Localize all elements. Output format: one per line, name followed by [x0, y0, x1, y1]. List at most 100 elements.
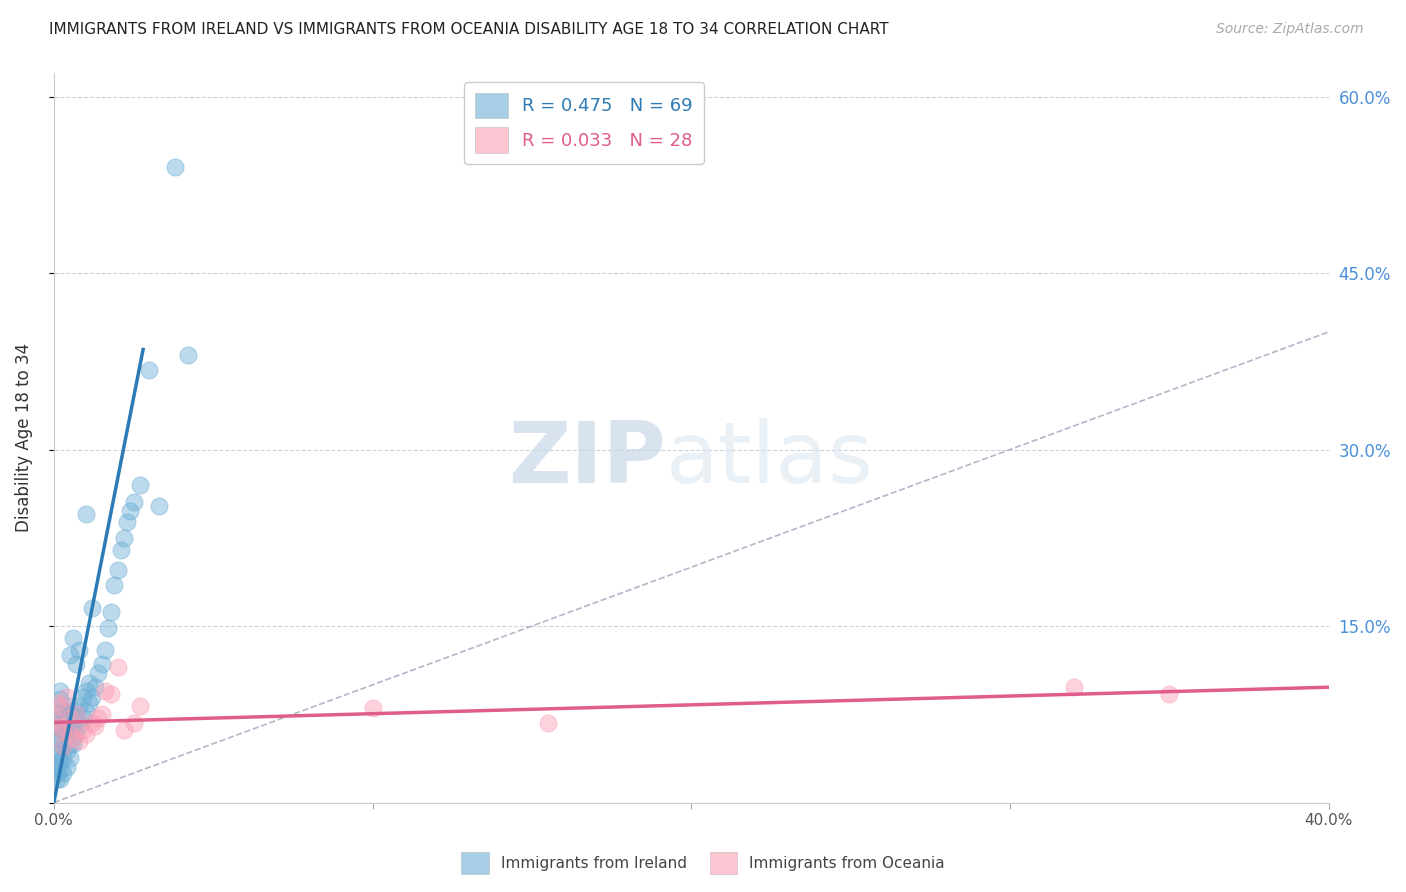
Point: [107, 562, 129, 576]
Point: [90, 657, 112, 671]
Point: [163, 160, 186, 174]
Text: IMMIGRANTS FROM IRELAND VS IMMIGRANTS FROM OCEANIA DISABILITY AGE 18 TO 34 CORRE: IMMIGRANTS FROM IRELAND VS IMMIGRANTS FR…: [49, 22, 889, 37]
Point: [62, 731, 84, 745]
Point: [100, 687, 122, 701]
Point: [49, 701, 72, 715]
Point: [46, 713, 69, 727]
Point: [49, 692, 72, 706]
Point: [128, 478, 150, 492]
Point: [148, 499, 170, 513]
Point: [67, 719, 90, 733]
Point: [46, 760, 69, 774]
Point: [62, 704, 84, 718]
Point: [59, 723, 82, 737]
Point: [52, 715, 75, 730]
Point: [97, 621, 120, 635]
Point: [52, 704, 75, 718]
Point: [55, 713, 77, 727]
Point: [46, 719, 69, 733]
Point: [1159, 687, 1181, 701]
Point: [1063, 680, 1085, 694]
Y-axis label: Disability Age 18 to 34: Disability Age 18 to 34: [15, 343, 32, 533]
Point: [52, 751, 75, 765]
Point: [72, 711, 94, 725]
Point: [46, 772, 69, 786]
Point: [46, 748, 69, 763]
Point: [62, 723, 84, 737]
Point: [59, 648, 82, 663]
Point: [59, 751, 82, 765]
Point: [52, 739, 75, 753]
Point: [80, 601, 103, 615]
Point: [80, 715, 103, 730]
Point: [177, 348, 200, 362]
Point: [59, 711, 82, 725]
Point: [55, 760, 77, 774]
Point: [62, 737, 84, 751]
Point: [49, 763, 72, 777]
Point: [55, 699, 77, 714]
Point: [46, 766, 69, 780]
Point: [75, 704, 97, 718]
Point: [122, 495, 145, 509]
Point: [87, 711, 110, 725]
Point: [75, 727, 97, 741]
Point: [49, 683, 72, 698]
Point: [87, 666, 110, 681]
Point: [84, 719, 107, 733]
Point: [112, 723, 135, 737]
Point: [65, 657, 87, 671]
Point: [94, 642, 117, 657]
Point: [72, 723, 94, 737]
Legend: Immigrants from Ireland, Immigrants from Oceania: Immigrants from Ireland, Immigrants from…: [456, 846, 950, 880]
Point: [55, 690, 77, 704]
Point: [122, 715, 145, 730]
Point: [55, 727, 77, 741]
Point: [59, 737, 82, 751]
Point: [49, 711, 72, 725]
Point: [52, 766, 75, 780]
Point: [49, 772, 72, 786]
Point: [94, 683, 117, 698]
Point: [49, 731, 72, 745]
Text: ZIP: ZIP: [508, 418, 666, 501]
Point: [65, 707, 87, 722]
Point: [361, 701, 384, 715]
Point: [107, 660, 129, 674]
Point: [55, 742, 77, 756]
Point: [65, 707, 87, 722]
Text: Source: ZipAtlas.com: Source: ZipAtlas.com: [1216, 22, 1364, 37]
Point: [110, 542, 132, 557]
Point: [128, 699, 150, 714]
Point: [84, 680, 107, 694]
Point: [75, 683, 97, 698]
Point: [120, 504, 142, 518]
Point: [65, 727, 87, 741]
Point: [75, 507, 97, 521]
Point: [52, 725, 75, 739]
Point: [46, 696, 69, 710]
Point: [77, 696, 100, 710]
Point: [62, 631, 84, 645]
Point: [67, 642, 90, 657]
Point: [90, 707, 112, 722]
Point: [59, 707, 82, 722]
Point: [49, 755, 72, 769]
Point: [72, 690, 94, 704]
Point: [49, 719, 72, 733]
Point: [80, 690, 103, 704]
Point: [67, 734, 90, 748]
Point: [52, 725, 75, 739]
Point: [49, 699, 72, 714]
Point: [52, 739, 75, 753]
Point: [103, 578, 125, 592]
Point: [138, 362, 160, 376]
Point: [115, 516, 138, 530]
Point: [112, 531, 135, 545]
Point: [49, 719, 72, 733]
Point: [67, 699, 90, 714]
Point: [46, 731, 69, 745]
Text: atlas: atlas: [666, 418, 873, 501]
Point: [100, 605, 122, 619]
Point: [49, 742, 72, 756]
